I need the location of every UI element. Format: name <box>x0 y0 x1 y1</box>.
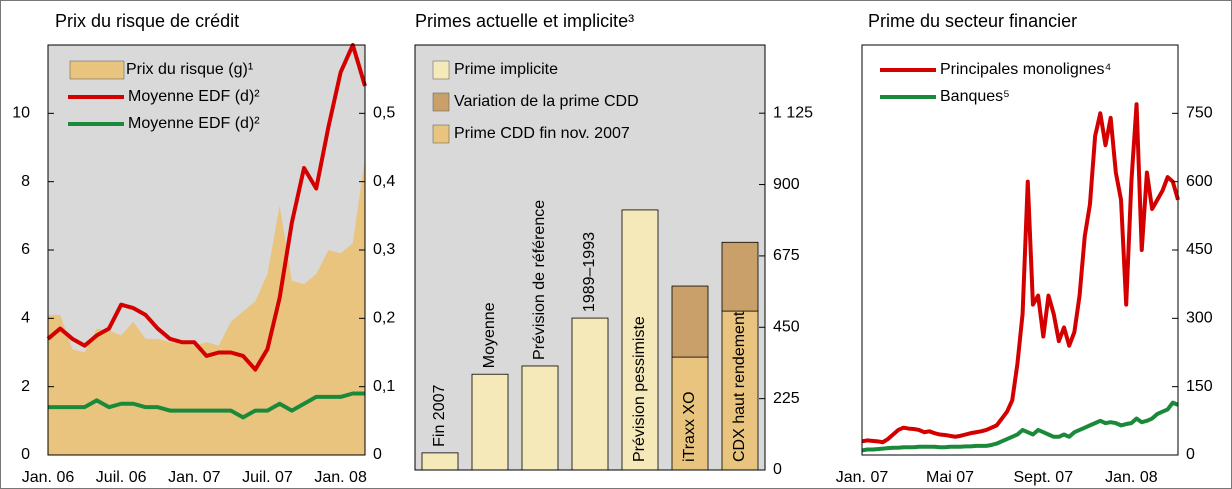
bar <box>471 373 509 471</box>
area <box>48 157 365 455</box>
chart-title: Prime du secteur financier <box>868 11 1077 31</box>
x-tick-label: Sept. 07 <box>1014 469 1074 486</box>
legend-label: Principales monolignes⁴ <box>940 61 1112 78</box>
y-tick-label: 0 <box>373 446 382 463</box>
legend-label: Prix du risque (g)¹ <box>126 61 253 78</box>
line <box>48 391 365 420</box>
y-tick-label: 0,4 <box>373 173 395 190</box>
bar <box>421 452 459 471</box>
legend-label: Prime CDD fin nov. 2007 <box>454 125 630 142</box>
x-tick-label: Jan. 06 <box>22 469 75 486</box>
legend-label: Banques⁵ <box>940 88 1010 105</box>
category-label: 1989–1993 <box>581 232 598 312</box>
x-tick-label: Jan. 08 <box>314 469 367 486</box>
category-label: Moyenne <box>481 302 498 368</box>
legend-label: Prime implicite <box>454 61 558 78</box>
plot-frame <box>414 44 766 471</box>
legend-label: Variation de la prime CDD <box>454 93 639 110</box>
legend-swatch <box>432 60 450 80</box>
bar <box>621 209 659 471</box>
x-tick-label: Jan. 07 <box>168 469 221 486</box>
line <box>861 102 1180 445</box>
category-label: CDX haut rendement <box>731 311 748 462</box>
x-tick-label: Juil. 07 <box>242 469 293 486</box>
y-tick-label: 1 125 <box>773 104 813 121</box>
y-tick-label: 0,2 <box>373 310 395 327</box>
legend-swatch <box>432 92 450 112</box>
y-tick-label: 600 <box>1186 173 1213 190</box>
bar <box>721 241 759 312</box>
x-tick-label: Jan. 07 <box>836 469 889 486</box>
x-tick-label: Juil. 06 <box>96 469 147 486</box>
y-tick-label: 10 <box>12 105 30 122</box>
x-tick-label: Jan. 08 <box>1105 469 1158 486</box>
y-tick-label: 300 <box>1186 310 1213 327</box>
legend-swatch <box>69 60 125 80</box>
y-tick-label: 0 <box>1186 446 1195 463</box>
chart-title: Primes actuelle et implicite³ <box>415 11 634 31</box>
legend-label: Moyenne EDF (d)² <box>128 88 260 105</box>
x-tick-label: Mai 07 <box>926 469 974 486</box>
y-tick-label: 900 <box>773 176 800 193</box>
line <box>861 400 1179 453</box>
category-label: Prévision pessimiste <box>631 316 648 462</box>
y-tick-label: 6 <box>21 241 30 258</box>
y-tick-label: 0 <box>21 446 30 463</box>
y-tick-label: 750 <box>1186 105 1213 122</box>
y-tick-label: 225 <box>773 390 800 407</box>
y-tick-label: 4 <box>21 310 30 327</box>
plot-area <box>861 44 1179 456</box>
category-label: iTraxx XO <box>681 391 698 462</box>
line <box>46 43 367 372</box>
y-tick-label: 675 <box>773 247 800 264</box>
y-tick-label: 450 <box>1186 241 1213 258</box>
y-tick-label: 450 <box>773 318 800 335</box>
bar <box>571 317 609 471</box>
legend-swatch <box>432 124 450 144</box>
bar <box>521 365 559 471</box>
y-tick-label: 0 <box>773 461 782 478</box>
y-tick-label: 150 <box>1186 378 1213 395</box>
bar <box>671 285 709 358</box>
category-label: Prévision de référence <box>531 200 548 360</box>
legend-label: Moyenne EDF (d)² <box>128 115 260 132</box>
y-tick-label: 8 <box>21 173 30 190</box>
chart-title: Prix du risque de crédit <box>55 11 239 31</box>
y-tick-label: 2 <box>21 378 30 395</box>
y-tick-label: 0,1 <box>373 378 395 395</box>
y-tick-label: 0,3 <box>373 241 395 258</box>
category-label: Fin 2007 <box>431 385 448 447</box>
y-tick-label: 0,5 <box>373 105 395 122</box>
